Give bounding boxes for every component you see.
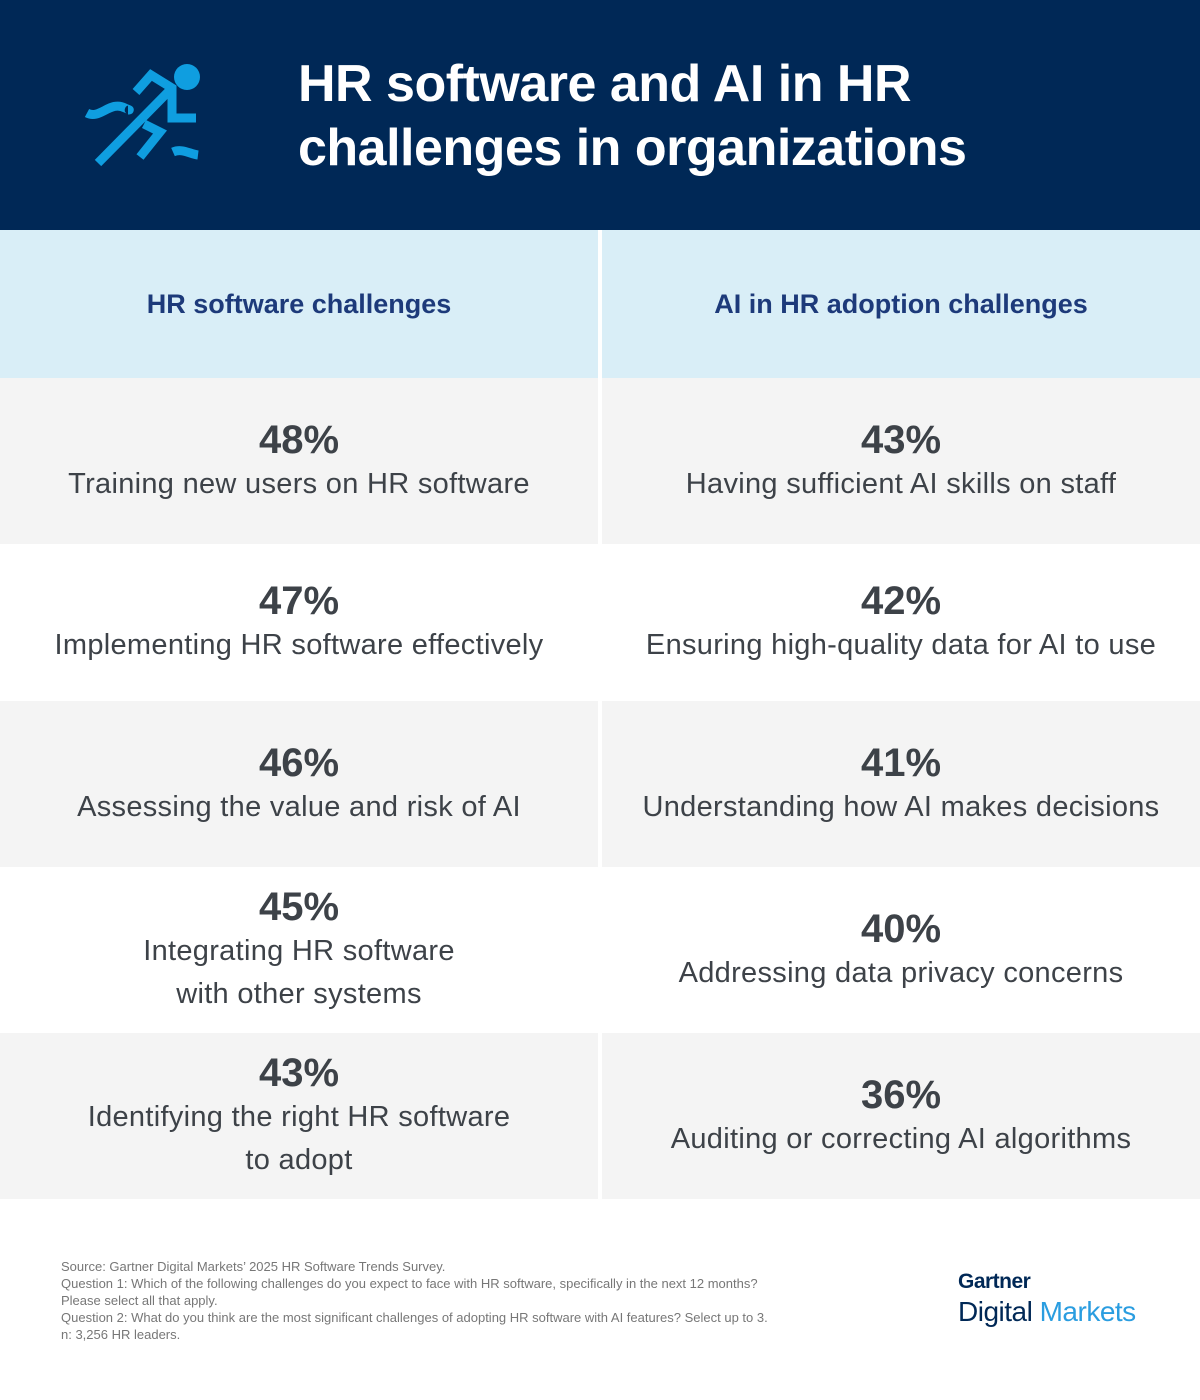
table-row: 48% Training new users on HR software 43% H… — [0, 378, 1200, 544]
sample-size-line: n: 3,256 HR leaders. — [61, 1327, 181, 1342]
table-cell: 42% Ensuring high-quality data for AI to … — [602, 544, 1200, 701]
challenge-label: Understanding how AI makes decisions — [642, 790, 1160, 823]
question-2-line: Question 2: What do you think are the mo… — [61, 1310, 768, 1325]
source-notes: Source: Gartner Digital Markets’ 2025 HR… — [61, 1258, 768, 1343]
percentage: 43% — [860, 417, 942, 462]
percentage: 47% — [258, 579, 340, 623]
table-cell: 43% Having sufficient AI skills on staff — [602, 378, 1200, 544]
table-cell: 36% Auditing or correcting AI algorithms — [602, 1033, 1200, 1199]
table-row: 45% Integrating HR software with other sy… — [0, 867, 1200, 1033]
logo-digital: Digital — [958, 1296, 1033, 1327]
table-cell: 43% Identifying the right HR software to … — [0, 1033, 598, 1199]
table-cell: 41% Understanding how AI makes decisions — [602, 701, 1200, 867]
table-row: 47% Implementing HR software effectively 4… — [0, 544, 1200, 701]
challenges-table: HR software challenges AI in HR adoption… — [0, 230, 1200, 1199]
table-row: 46% Assessing the value and risk of AI 41%… — [0, 701, 1200, 867]
column-header-ai-in-hr: AI in HR adoption challenges — [602, 230, 1200, 378]
percentage: 43% — [258, 1051, 340, 1095]
logo-gartner: Gartner — [958, 1270, 1031, 1293]
source-line: Source: Gartner Digital Markets’ 2025 HR… — [61, 1259, 446, 1274]
header: HR software and AI in HR challenges in o… — [0, 0, 1200, 230]
percentage: 46% — [258, 740, 340, 785]
question-1-line: Question 1: Which of the following chall… — [61, 1276, 758, 1291]
challenge-label: Implementing HR software effectively — [54, 629, 544, 661]
page-title: HR software and AI in HR challenges in o… — [298, 52, 967, 180]
challenge-label: Having sufficient AI skills on staff — [685, 467, 1117, 500]
table-cell: 40% Addressing data privacy concerns — [602, 867, 1200, 1033]
title-line-1: HR software and AI in HR — [298, 55, 912, 113]
challenge-label: Ensuring high-quality data for AI to use — [645, 629, 1157, 661]
percentage: 36% — [860, 1072, 942, 1117]
table-cell: 48% Training new users on HR software — [0, 378, 598, 544]
percentage: 40% — [860, 906, 942, 951]
percentage: 41% — [860, 740, 942, 785]
percentage: 48% — [258, 417, 340, 462]
title-line-2: challenges in organizations — [298, 119, 967, 177]
challenge-label: Training new users on HR software — [68, 467, 530, 500]
challenge-label: Addressing data privacy concerns — [678, 956, 1124, 989]
challenge-label: Identifying the right HR software to ado… — [87, 1101, 511, 1176]
logo-markets: Markets — [1039, 1296, 1137, 1327]
table-cell: 47% Implementing HR software effectively — [0, 544, 598, 701]
question-1-line-2: Please select all that apply. — [61, 1293, 218, 1308]
challenge-label: Assessing the value and risk of AI — [77, 790, 521, 823]
percentage: 42% — [860, 579, 942, 623]
running-person-icon — [84, 64, 200, 167]
challenge-label: Auditing or correcting AI algorithms — [670, 1122, 1132, 1155]
table-row: 43% Identifying the right HR software to … — [0, 1033, 1200, 1199]
column-headers: HR software challenges AI in HR adoption… — [0, 230, 1200, 378]
gartner-digital-markets-logo: Gartner Digital Markets — [958, 1270, 1136, 1328]
challenge-label: Integrating HR software with other syste… — [143, 935, 455, 1010]
table-cell: 45% Integrating HR software with other sy… — [0, 867, 598, 1033]
column-header-hr-software: HR software challenges — [0, 230, 598, 378]
table-cell: 46% Assessing the value and risk of AI — [0, 701, 598, 867]
percentage: 45% — [258, 885, 340, 929]
logo-digital-markets: Digital Markets — [958, 1296, 1136, 1328]
